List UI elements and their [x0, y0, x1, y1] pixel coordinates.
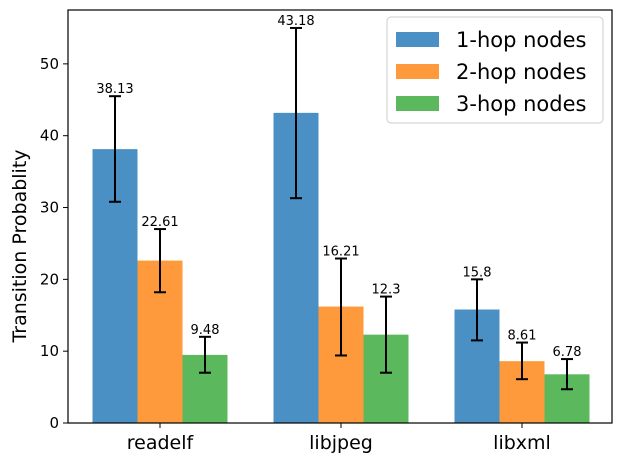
legend-swatch [396, 64, 439, 79]
x-tick-label: libxml [493, 432, 551, 454]
y-tick-label: 30 [40, 199, 59, 217]
legend-label: 1-hop nodes [456, 28, 586, 52]
data-label: 22.61 [141, 215, 178, 230]
plot-frame [67, 9, 613, 424]
y-tick-label: 0 [49, 414, 59, 432]
y-tick-label: 10 [40, 342, 59, 360]
data-label: 12.3 [372, 283, 401, 298]
y-tick-label: 40 [40, 127, 59, 145]
data-label: 8.61 [508, 329, 537, 344]
legend-swatch [396, 96, 439, 111]
data-label: 15.8 [463, 265, 492, 280]
legend-label: 3-hop nodes [456, 92, 586, 116]
legend-box [386, 16, 604, 124]
x-tick-label: libjpeg [309, 432, 373, 454]
legend-swatch [396, 32, 439, 47]
x-tick-label: readelf [127, 432, 195, 454]
data-label: 6.78 [553, 345, 582, 360]
plot-area: 38.13 43.18 15.8 22.61 16.21 8.61 9.48 12.3 6.78… [40, 9, 613, 454]
legend-label: 2-hop nodes [456, 60, 586, 84]
data-label: 43.18 [277, 14, 314, 29]
y-axis-title: Transition Probablity [9, 149, 31, 343]
data-label: 16.21 [322, 245, 359, 260]
data-label: 9.48 [191, 323, 220, 338]
y-tick-label: 20 [40, 270, 59, 288]
y-tick-label: 50 [40, 55, 59, 73]
data-label: 38.13 [96, 82, 133, 97]
